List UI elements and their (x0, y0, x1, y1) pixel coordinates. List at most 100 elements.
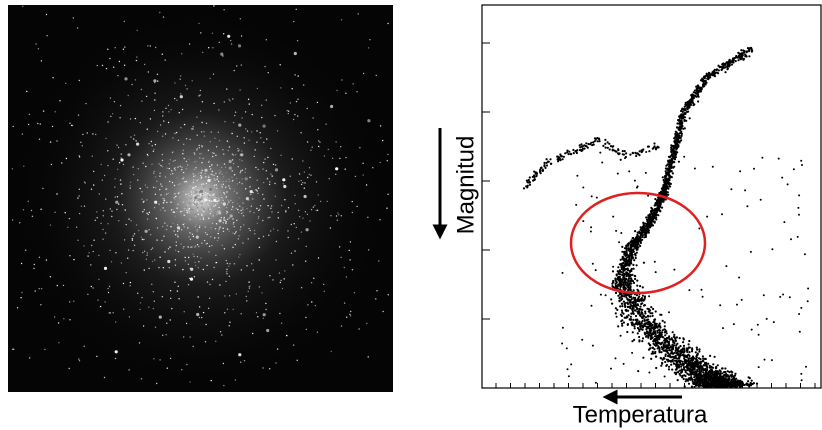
star (203, 312, 204, 313)
cmd-point (620, 320, 622, 322)
star (303, 84, 304, 85)
star (294, 195, 295, 196)
star (93, 251, 94, 252)
star (84, 346, 85, 347)
cmd-point (562, 327, 564, 329)
star (224, 312, 225, 313)
star (301, 287, 302, 288)
cmd-point (692, 367, 694, 369)
star (248, 291, 249, 292)
cmd-point (595, 269, 597, 271)
cmd-point (675, 151, 677, 153)
star (40, 123, 41, 124)
cmd-point (779, 296, 781, 298)
star (318, 257, 319, 258)
star (175, 167, 176, 168)
cmd-point (680, 354, 682, 356)
star (191, 128, 192, 129)
star (298, 75, 299, 76)
cmd-point (787, 183, 789, 185)
cmd-point (691, 373, 693, 375)
star (153, 173, 154, 174)
cmd-point (687, 348, 689, 350)
star (129, 285, 130, 286)
star (221, 167, 222, 168)
star (201, 317, 202, 318)
cmd-point (758, 334, 760, 336)
star (176, 100, 177, 101)
star (307, 214, 308, 215)
cmd-point (668, 171, 670, 173)
star (146, 213, 147, 214)
cmd-point (668, 168, 670, 170)
cmd-point (624, 255, 626, 257)
cmd-point (708, 371, 710, 373)
star (294, 223, 295, 224)
cmd-point (629, 300, 631, 302)
star (197, 229, 198, 230)
cmd-point (747, 47, 749, 49)
star (214, 180, 215, 181)
star (313, 278, 314, 279)
star (183, 177, 184, 178)
star (206, 206, 207, 207)
cmd-point (543, 164, 545, 166)
cmd-point (690, 369, 692, 371)
star (216, 191, 217, 192)
star (100, 306, 101, 307)
cmd-point (662, 320, 664, 322)
star (231, 133, 232, 134)
star (200, 32, 201, 33)
star (153, 291, 154, 292)
star (186, 138, 187, 139)
star (223, 9, 224, 10)
cmd-point (615, 292, 617, 294)
cmd-point (697, 364, 699, 366)
cmd-point (633, 259, 635, 261)
star (213, 199, 216, 202)
star (167, 368, 168, 369)
star (236, 231, 237, 232)
cmd-point (634, 180, 636, 182)
star (174, 82, 175, 83)
cmd-point (683, 345, 685, 347)
star (268, 72, 269, 73)
star (182, 269, 183, 270)
cmd-point (653, 210, 655, 212)
cmd-point (705, 375, 707, 377)
star (213, 206, 214, 207)
star (270, 230, 271, 231)
star (130, 220, 131, 221)
cmd-point (695, 351, 697, 353)
star (46, 259, 47, 260)
star (199, 147, 200, 148)
star (147, 218, 148, 219)
star (150, 234, 151, 235)
star (232, 98, 233, 99)
star (231, 43, 232, 44)
star (209, 188, 212, 191)
cmd-point (641, 300, 643, 302)
star (201, 177, 202, 178)
star (151, 284, 152, 285)
star (137, 30, 138, 31)
star (127, 258, 128, 259)
star (344, 302, 345, 303)
star (200, 194, 201, 195)
star (352, 201, 353, 202)
star (235, 112, 236, 113)
cmd-point (746, 205, 748, 207)
star (81, 206, 82, 207)
star (51, 164, 52, 165)
star (23, 209, 24, 210)
star (153, 151, 154, 152)
cmd-point (733, 378, 735, 380)
cmd-point (630, 259, 632, 261)
star (359, 147, 360, 148)
star (281, 205, 282, 206)
star (176, 211, 177, 212)
star (242, 170, 243, 171)
cmd-point (626, 294, 628, 296)
star (279, 313, 280, 314)
cmd-point (632, 309, 634, 311)
